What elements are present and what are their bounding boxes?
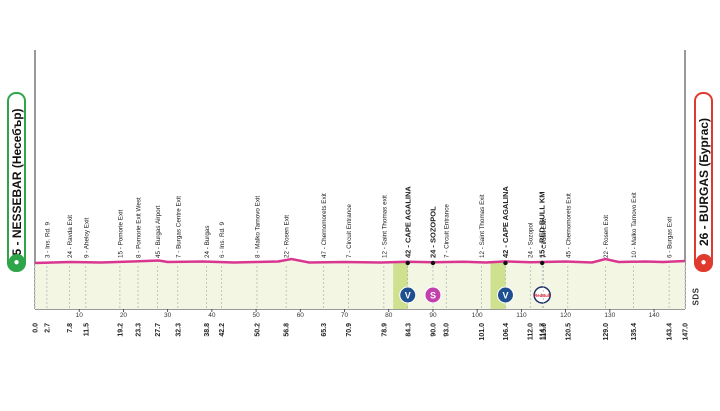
waypoint-km: 56.8 (284, 323, 291, 337)
waypoint-name: 7 - Circuit Exit (541, 219, 548, 258)
waypoint-km: 101.0 (479, 323, 486, 341)
finish-bicycle-icon: ● (695, 254, 712, 271)
waypoint-name: 3 - Ins. Rd. 9 (44, 221, 51, 258)
red-bull-km-icon: RedBull (533, 286, 551, 304)
scale-tick-label: 50 (252, 312, 260, 319)
scale-tick-label: 90 (429, 312, 437, 319)
scale-tick-label: 30 (164, 312, 172, 319)
waypoint-km: 135.4 (631, 323, 638, 341)
scale-tick-label: 140 (649, 312, 660, 319)
start-label: 5 - NESSEBAR (Несебър) (9, 108, 24, 256)
waypoint-km: 2.7 (44, 323, 51, 333)
finish-badge: 26 - BURGAS (Бургас) ● (694, 92, 713, 272)
scale-tick-label: 20 (120, 312, 128, 319)
waypoint-name: 8 - Pomorie Exit West (136, 197, 143, 258)
sprint-icon: S (424, 286, 442, 304)
waypoint-name: 12 - Saint Thomas Exit (479, 194, 486, 258)
waypoint-name: 10 - Malko Tarnovo Exit (631, 192, 638, 258)
waypoint-name: 22 - Rosen Exit (603, 215, 610, 258)
svg-text:RedBull: RedBull (534, 293, 550, 298)
waypoint-name: 24 - Ravda Exit (67, 215, 74, 258)
waypoint-name: 22 - Rosen Exit (284, 215, 291, 258)
waypoint-dot (503, 260, 508, 266)
waypoint-km: 27.7 (155, 323, 162, 337)
waypoint-km: 120.5 (565, 323, 572, 341)
waypoint-km: 42.2 (219, 323, 226, 337)
waypoint-km: 11.5 (83, 323, 90, 336)
waypoint-dot (539, 260, 545, 266)
waypoint-name: 8 - Malko Tarnovo Exit (254, 196, 261, 258)
waypoint-km: 23.3 (136, 323, 143, 337)
waypoint-km: 84.3 (405, 323, 412, 337)
start-badge: 5 - NESSEBAR (Несебър) ● (7, 92, 26, 272)
scale-tick-label: 80 (385, 312, 393, 319)
waypoint-name: 7 - Circuit Entrance (444, 204, 451, 258)
waypoint-km: 147.0 (683, 323, 690, 341)
waypoint-km: 70.9 (346, 323, 353, 337)
waypoint-km: 114.7 (540, 323, 547, 340)
scale-tick-label: 40 (208, 312, 216, 319)
waypoint-km: 78.9 (381, 323, 388, 337)
waypoint-name: 45 - Chernomorets Exit (565, 193, 572, 258)
waypoint-km: 0.0 (33, 323, 40, 333)
waypoint-km: 7.8 (67, 323, 74, 333)
waypoint-km: 65.3 (321, 323, 328, 337)
waypoint-name: 15 - RED BULL KM (538, 191, 547, 258)
scale-tick-label: 120 (560, 312, 571, 319)
waypoint-km: 38.8 (204, 323, 211, 337)
waypoint-km: 112.0 (528, 323, 535, 340)
waypoint-name: 7 - Burgas Centre Exit (175, 196, 182, 258)
scale-tick-label: 10 (76, 312, 84, 319)
profile-line (34, 257, 686, 265)
waypoint-name: 7 - Circuit Entrance (346, 204, 353, 258)
waypoint-name: 6 - Burgas Exit (667, 216, 674, 258)
waypoint-km: 32.3 (175, 323, 182, 337)
waypoint-km: 129.0 (603, 323, 610, 341)
waypoint-name: 47 - Chernomorets Exit (321, 193, 328, 258)
waypoint-name: 9 - Aheloy Exit (83, 217, 90, 258)
waypoint-name: 24 - Burgas (204, 225, 211, 258)
waypoint-name: 12 - Saint Thomas exit (381, 195, 388, 258)
svg-text:V: V (405, 291, 411, 301)
waypoint-km: 50.2 (254, 323, 261, 337)
waypoint-km: 90.0 (430, 323, 437, 337)
waypoint-km: 115.0 (541, 323, 548, 340)
waypoint-km: 93.0 (444, 323, 451, 337)
scale-tick-label: 110 (516, 312, 527, 319)
svg-text:V: V (502, 291, 508, 301)
scale-tick-label: 100 (472, 312, 483, 319)
waypoint-name: 24 - Sozopol (528, 223, 535, 258)
kom-icon: V (496, 286, 514, 304)
waypoint-name: 24 - SOZOPOL (428, 206, 437, 258)
scale-tick-label: 130 (604, 312, 615, 319)
waypoint-name: 42 - CAPE AGALINA (403, 186, 412, 258)
svg-text:S: S (430, 291, 436, 301)
waypoint-name: 42 - CAPE AGALINA (501, 186, 510, 258)
scale-tick-label: 60 (297, 312, 305, 319)
waypoint-km: 19.2 (117, 323, 124, 337)
waypoint-km: 106.4 (503, 323, 510, 341)
waypoint-name: 6 - Ins. Rd. 9 (219, 221, 226, 258)
waypoint-name: 15 - Pomorie Exit (117, 209, 124, 258)
waypoint-name: 45 - Burgas Airport (155, 205, 162, 258)
start-bicycle-icon: ● (8, 254, 25, 271)
scale-tick-label: 70 (341, 312, 349, 319)
profile-area (35, 259, 685, 309)
finish-label: 26 - BURGAS (Бургас) (696, 118, 711, 246)
waypoint-dot (405, 260, 410, 266)
waypoint-km: 143.4 (667, 323, 674, 341)
brand-mark: SDS (691, 287, 701, 306)
waypoint-dot (430, 260, 436, 266)
kom-icon: V (399, 286, 417, 304)
